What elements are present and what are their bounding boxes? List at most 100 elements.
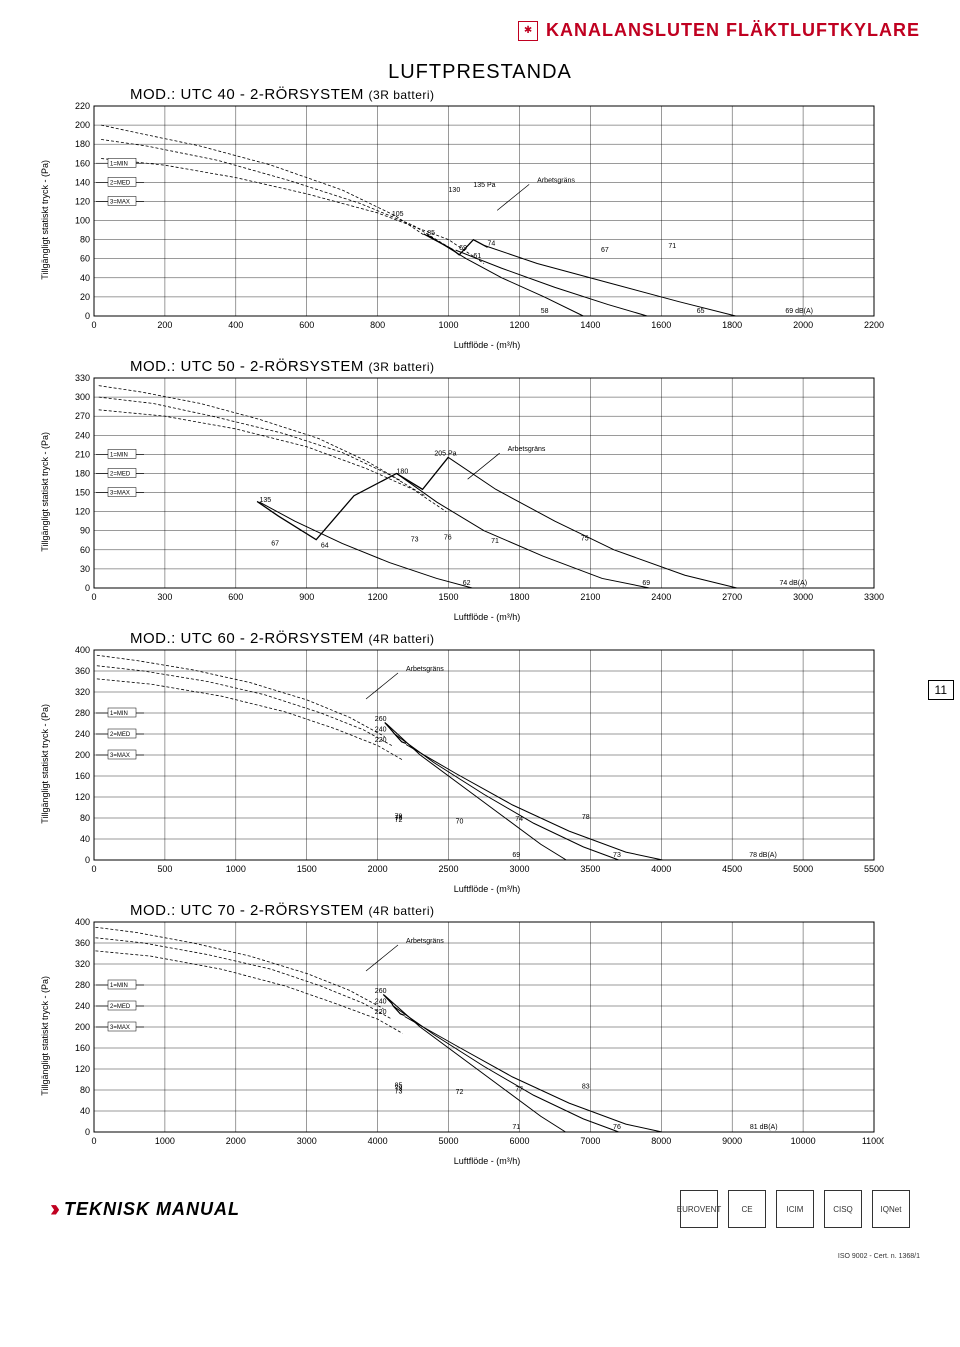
svg-text:200: 200 <box>75 120 90 130</box>
svg-text:200: 200 <box>75 1022 90 1032</box>
svg-text:120: 120 <box>75 196 90 206</box>
footer-logo: CE <box>728 1190 766 1228</box>
category-icon: ✱ <box>518 21 538 41</box>
svg-text:240: 240 <box>75 1001 90 1011</box>
svg-text:4000: 4000 <box>368 1136 388 1146</box>
svg-text:40: 40 <box>80 1106 90 1116</box>
svg-text:3000: 3000 <box>297 1136 317 1146</box>
svg-text:80: 80 <box>80 813 90 823</box>
x-axis-label: Luftflöde - (m³/h) <box>54 1156 920 1166</box>
svg-text:69: 69 <box>512 852 520 859</box>
svg-text:400: 400 <box>75 645 90 655</box>
svg-text:1000: 1000 <box>439 320 459 330</box>
iso-cert-text: ISO 9002 - Cert. n. 1368/1 <box>838 1253 920 1260</box>
svg-text:2000: 2000 <box>226 1136 246 1146</box>
svg-text:2=MED: 2=MED <box>110 732 131 738</box>
svg-text:69 dB(A): 69 dB(A) <box>785 308 813 315</box>
svg-text:1500: 1500 <box>297 864 317 874</box>
category-title: KANALANSLUTEN FLÄKTLUFTKYLARE <box>546 20 920 41</box>
svg-text:180: 180 <box>397 468 409 475</box>
svg-text:71: 71 <box>668 243 676 250</box>
svg-text:0: 0 <box>91 320 96 330</box>
svg-text:1000: 1000 <box>226 864 246 874</box>
svg-text:85: 85 <box>427 230 435 237</box>
svg-text:90: 90 <box>80 526 90 536</box>
svg-text:2500: 2500 <box>439 864 459 874</box>
svg-text:5500: 5500 <box>864 864 884 874</box>
footer-chevron-icon: ›› <box>50 1195 54 1223</box>
svg-text:7000: 7000 <box>580 1136 600 1146</box>
footer-logo: EUROVENT <box>680 1190 718 1228</box>
svg-text:220: 220 <box>75 101 90 111</box>
svg-text:1200: 1200 <box>368 592 388 602</box>
svg-text:400: 400 <box>228 320 243 330</box>
svg-text:105: 105 <box>392 211 404 218</box>
svg-text:9000: 9000 <box>722 1136 742 1146</box>
svg-text:4500: 4500 <box>722 864 742 874</box>
svg-text:3=MAX: 3=MAX <box>110 753 130 759</box>
svg-text:65: 65 <box>697 308 705 315</box>
svg-text:77: 77 <box>515 1087 523 1094</box>
svg-text:74 dB(A): 74 dB(A) <box>779 580 807 587</box>
page-number: 11 <box>928 680 954 700</box>
svg-text:1=MIN: 1=MIN <box>110 452 128 458</box>
x-axis-label: Luftflöde - (m³/h) <box>54 612 920 622</box>
chart-block-utc40: MOD.: UTC 40 - 2-RÖRSYSTEM (3R batteri) … <box>40 90 920 350</box>
svg-text:Arbetsgräns: Arbetsgräns <box>406 938 444 945</box>
svg-text:10000: 10000 <box>791 1136 816 1146</box>
svg-text:1200: 1200 <box>509 320 529 330</box>
svg-text:360: 360 <box>75 666 90 676</box>
svg-text:360: 360 <box>75 938 90 948</box>
svg-text:2400: 2400 <box>651 592 671 602</box>
svg-text:1500: 1500 <box>439 592 459 602</box>
svg-text:100: 100 <box>75 216 90 226</box>
svg-text:40: 40 <box>80 834 90 844</box>
svg-text:260: 260 <box>375 988 387 995</box>
svg-text:71: 71 <box>491 538 499 545</box>
svg-text:8000: 8000 <box>651 1136 671 1146</box>
svg-text:80: 80 <box>80 1085 90 1095</box>
svg-text:60: 60 <box>80 545 90 555</box>
svg-text:11000: 11000 <box>862 1136 884 1146</box>
footer-logo: CISQ <box>824 1190 862 1228</box>
svg-text:2000: 2000 <box>368 864 388 874</box>
footer-title: TEKNISK MANUAL <box>64 1199 240 1220</box>
y-axis-label: Tillgängligt statiskt tryck - (Pa) <box>40 704 50 824</box>
x-axis-label: Luftflöde - (m³/h) <box>54 340 920 350</box>
svg-text:69: 69 <box>642 580 650 587</box>
svg-text:0: 0 <box>85 311 90 321</box>
svg-text:120: 120 <box>75 792 90 802</box>
svg-text:2000: 2000 <box>793 320 813 330</box>
svg-text:73: 73 <box>613 852 621 859</box>
svg-text:2100: 2100 <box>580 592 600 602</box>
svg-text:135 Pa: 135 Pa <box>473 182 495 189</box>
svg-text:1=MIN: 1=MIN <box>110 983 128 989</box>
svg-text:74: 74 <box>488 240 496 247</box>
svg-text:0: 0 <box>85 1127 90 1137</box>
svg-text:3=MAX: 3=MAX <box>110 491 130 497</box>
svg-text:Arbetsgräns: Arbetsgräns <box>508 446 546 453</box>
chart-utc50: 0300600900120015001800210024002700300033… <box>54 362 884 610</box>
svg-text:400: 400 <box>75 917 90 927</box>
svg-text:61: 61 <box>473 253 481 260</box>
svg-text:30: 30 <box>80 564 90 574</box>
svg-text:2=MED: 2=MED <box>110 180 131 186</box>
svg-text:80: 80 <box>80 235 90 245</box>
svg-text:3300: 3300 <box>864 592 884 602</box>
svg-text:160: 160 <box>75 158 90 168</box>
svg-text:140: 140 <box>75 177 90 187</box>
svg-text:0: 0 <box>91 864 96 874</box>
svg-text:240: 240 <box>75 729 90 739</box>
svg-text:72: 72 <box>395 817 403 824</box>
svg-text:0: 0 <box>85 855 90 865</box>
svg-text:1=MIN: 1=MIN <box>110 711 128 717</box>
svg-text:62: 62 <box>463 580 471 587</box>
svg-text:800: 800 <box>370 320 385 330</box>
svg-text:72: 72 <box>456 1089 464 1096</box>
svg-text:600: 600 <box>299 320 314 330</box>
svg-text:0: 0 <box>91 1136 96 1146</box>
chart-block-utc60: MOD.: UTC 60 - 2-RÖRSYSTEM (4R batteri) … <box>40 634 920 894</box>
svg-text:78: 78 <box>582 814 590 821</box>
footer-logos: EUROVENTCEICIMCISQIQNet <box>680 1190 910 1228</box>
svg-text:1=MIN: 1=MIN <box>110 161 128 167</box>
